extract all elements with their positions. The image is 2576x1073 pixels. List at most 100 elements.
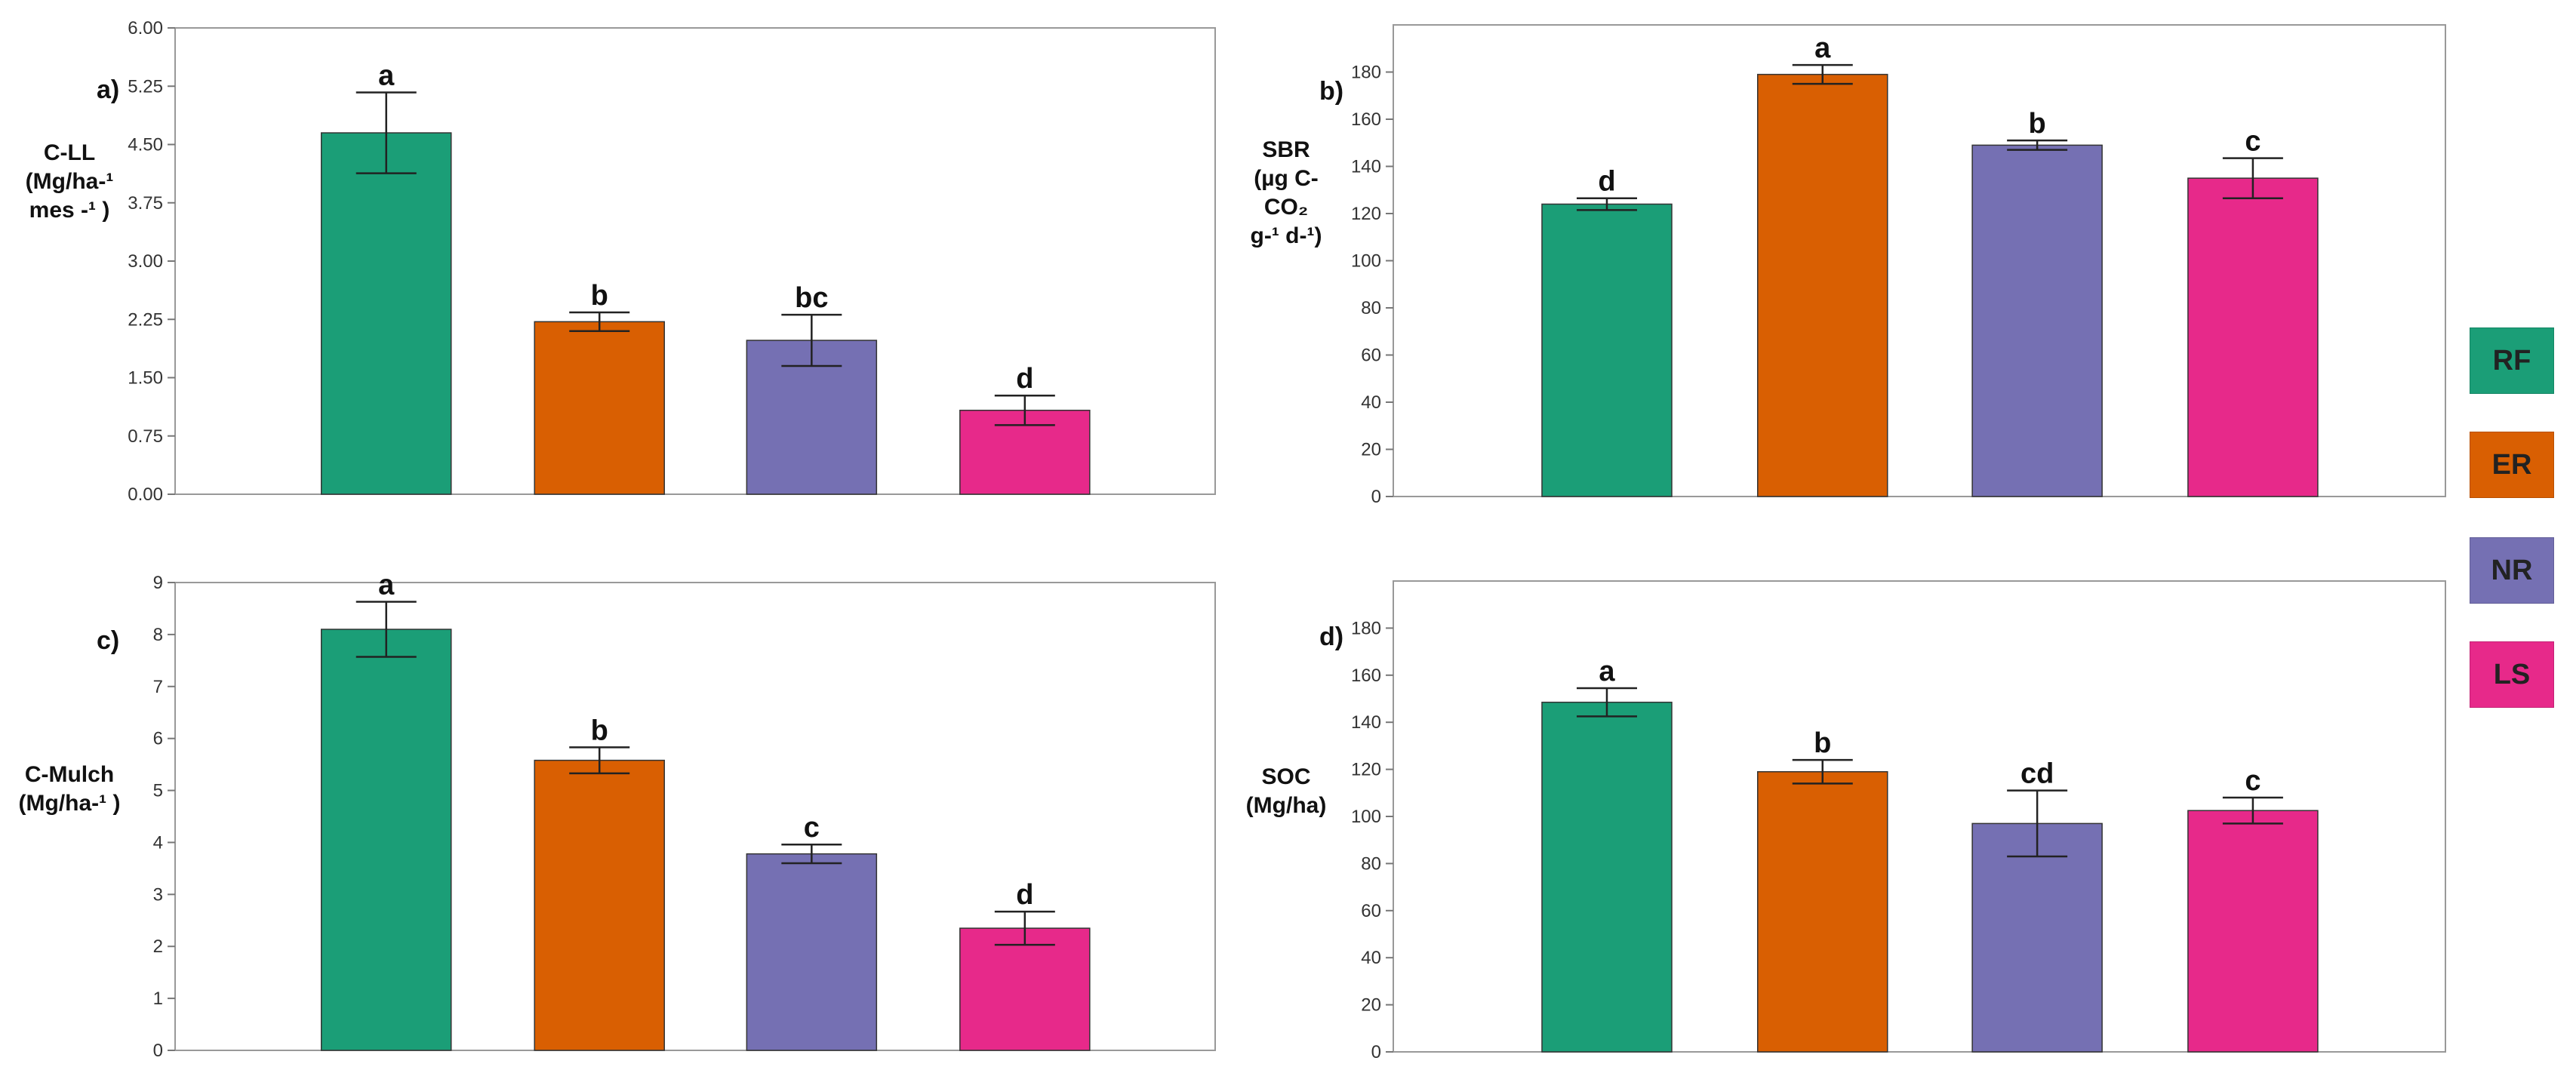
- y-tick-label: 8: [153, 625, 163, 645]
- y-axis-label: SOC (Mg/ha): [1246, 764, 1327, 818]
- significance-label: bc: [795, 282, 828, 314]
- significance-label: d: [1016, 879, 1033, 911]
- y-tick-label: 140: [1351, 157, 1381, 177]
- significance-label: c: [2245, 126, 2261, 158]
- legend-item-ls: LS: [2470, 641, 2554, 708]
- panel-letter: c): [97, 626, 119, 655]
- bar-nr: [746, 853, 878, 1051]
- y-tick-label: 160: [1351, 666, 1381, 686]
- y-tick-label: 7: [153, 677, 163, 697]
- error-bar-nr: [2007, 789, 2068, 858]
- y-tick-label: 0: [1371, 487, 1381, 507]
- y-tick-label: 4: [153, 832, 163, 853]
- y-tick-label: 0: [1371, 1042, 1381, 1062]
- y-tick-label: 0.75: [128, 426, 163, 447]
- y-tick-label: 5.25: [128, 76, 163, 97]
- error-bar-er: [569, 311, 630, 332]
- y-tick-label: 9: [153, 573, 163, 593]
- bar-er: [534, 321, 665, 495]
- y-tick-label: 3.75: [128, 193, 163, 214]
- y-tick-label: 3.00: [128, 251, 163, 272]
- significance-label: d: [1016, 363, 1033, 395]
- y-tick-label: 5: [153, 781, 163, 801]
- error-bar-er: [569, 746, 630, 775]
- chart-panel-b: 0 20 40 60 80 100 120 140 160 180 d a b c b) SBR (µg C-C…: [1251, 24, 2446, 507]
- error-bar-er: [1792, 63, 1853, 85]
- error-bar-rf: [1576, 687, 1637, 718]
- y-tick-label: 120: [1351, 760, 1381, 780]
- bar-ls: [959, 927, 1091, 1051]
- y-tick-label: 0: [153, 1041, 163, 1061]
- bar-er: [1757, 770, 1888, 1053]
- y-tick-label: 180: [1351, 63, 1381, 83]
- legend-item-rf: RF: [2470, 327, 2554, 394]
- chart-panel-c: 0 1 2 3 4 5 6 7 8 9 a b c d c) C-Mulch (Mg/ha-¹ ): [19, 569, 1216, 1061]
- bar-nr: [1971, 822, 2103, 1053]
- y-tick-label: 100: [1351, 807, 1381, 827]
- error-bar-rf: [355, 91, 417, 174]
- significance-label: b: [591, 715, 608, 746]
- y-tick-label: 40: [1361, 948, 1381, 968]
- y-tick-label: 6.00: [128, 18, 163, 38]
- y-tick-label: 6: [153, 729, 163, 749]
- error-bar-rf: [355, 601, 417, 658]
- error-bar-rf: [1576, 197, 1637, 211]
- significance-label: d: [1598, 166, 1615, 198]
- y-tick-label: 60: [1361, 346, 1381, 366]
- bar-rf: [320, 629, 452, 1051]
- error-bar-er: [1792, 758, 1853, 785]
- significance-label: a: [1814, 32, 1831, 64]
- y-tick-label: 3: [153, 884, 163, 905]
- chart-panel-d: 0 20 40 60 80 100 120 140 160 180 a b cd c d) SOC (Mg/ha…: [1246, 580, 2446, 1062]
- y-tick-label: 4.50: [128, 135, 163, 155]
- panel-letter: a): [97, 75, 119, 104]
- y-tick-label: 20: [1361, 440, 1381, 460]
- y-tick-label: 40: [1361, 392, 1381, 413]
- error-bar-nr: [781, 843, 842, 865]
- significance-label: b: [2029, 108, 2046, 140]
- significance-label: c: [804, 812, 820, 844]
- legend-item-nr: NR: [2470, 537, 2554, 604]
- y-tick-label: 140: [1351, 712, 1381, 733]
- y-tick-label: 180: [1351, 618, 1381, 638]
- plot-frame: [174, 582, 1216, 1051]
- significance-label: b: [1814, 727, 1831, 759]
- error-bar-ls: [2222, 796, 2283, 825]
- y-tick-label: 1: [153, 988, 163, 1009]
- y-tick-label: 2.25: [128, 309, 163, 330]
- chart-panel-a: 0.00 0.75 1.50 2.25 3.00 3.75 4.50 5.25 6.00 a b bc…: [26, 18, 1216, 505]
- legend-item-er: ER: [2470, 432, 2554, 498]
- y-tick-label: 80: [1361, 298, 1381, 318]
- panel-letter: d): [1319, 623, 1343, 651]
- error-bar-ls: [994, 394, 1055, 426]
- y-tick-label: 100: [1351, 251, 1381, 272]
- bar-er: [534, 759, 665, 1051]
- y-tick-label: 160: [1351, 109, 1381, 130]
- y-axis-label: C-LL (Mg/ha-¹ mes -¹ ): [26, 140, 114, 223]
- bar-ls: [2187, 177, 2319, 497]
- y-tick-label: 120: [1351, 204, 1381, 224]
- bar-nr: [1971, 144, 2103, 497]
- significance-label: c: [2245, 765, 2261, 797]
- significance-label: a: [1599, 656, 1615, 687]
- y-tick-label: 2: [153, 936, 163, 957]
- significance-label: b: [591, 280, 608, 312]
- bar-rf: [1541, 701, 1673, 1053]
- significance-label: cd: [2020, 758, 2054, 790]
- error-bar-nr: [781, 313, 842, 367]
- error-bar-ls: [2222, 157, 2283, 199]
- bar-er: [1757, 73, 1888, 497]
- error-bar-nr: [2007, 139, 2068, 151]
- bar-ls: [2187, 810, 2319, 1053]
- y-axis-label: C-Mulch (Mg/ha-¹ ): [19, 762, 121, 816]
- y-tick-label: 0.00: [128, 484, 163, 505]
- y-tick-label: 20: [1361, 995, 1381, 1016]
- significance-label: a: [378, 569, 395, 601]
- panel-letter: b): [1319, 77, 1343, 106]
- significance-label: a: [378, 60, 395, 91]
- bar-rf: [1541, 203, 1673, 497]
- y-tick-label: 80: [1361, 853, 1381, 874]
- y-axis-label: SBR (µg C-CO₂ g-¹ d-¹): [1251, 137, 1322, 248]
- y-tick-label: 1.50: [128, 368, 163, 389]
- bar-rf: [320, 132, 452, 495]
